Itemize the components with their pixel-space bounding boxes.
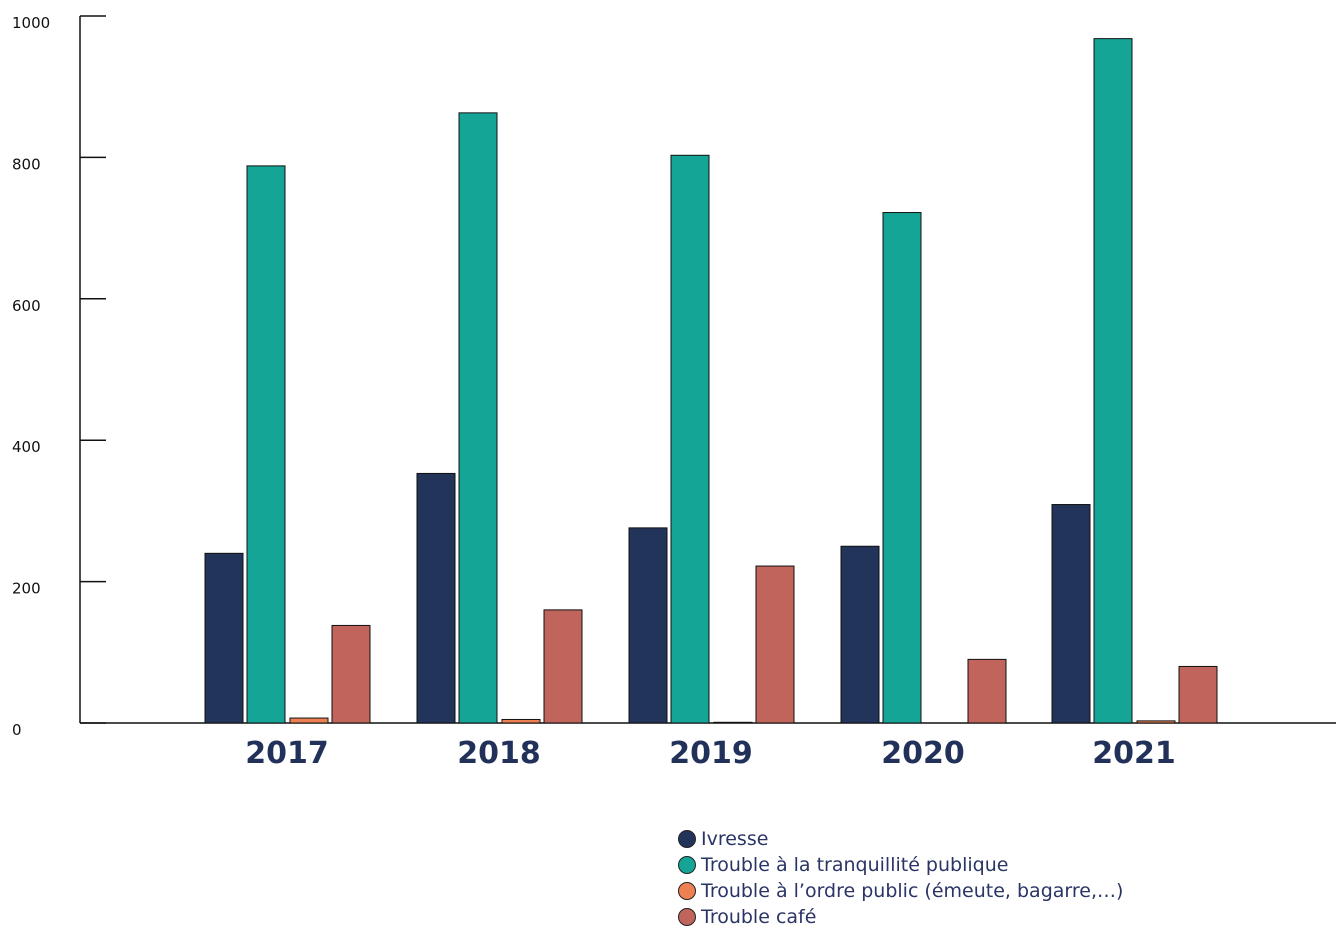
y-tick-label: 800: [12, 155, 41, 173]
legend-label: Ivresse: [701, 828, 769, 850]
legend-item: Trouble à l’ordre public (émeute, bagarr…: [678, 878, 1123, 904]
bars: [204, 38, 1218, 724]
bar-2019-series-4: [755, 565, 795, 724]
bar-2021-series-4: [1178, 665, 1218, 724]
x-category-label: 2021: [1092, 736, 1176, 771]
legend-label: Trouble à l’ordre public (émeute, bagarr…: [701, 880, 1124, 902]
category-labels: 2017 2018 2019 2020 2021: [245, 736, 1176, 771]
bar-2019-series-2: [670, 154, 710, 724]
bar-2021-series-3: [1136, 720, 1176, 724]
y-tick-label: 200: [12, 580, 41, 598]
bar-2018-series-4: [543, 609, 583, 724]
x-category-label: 2020: [881, 736, 965, 771]
legend-item: Ivresse: [678, 826, 1123, 852]
legend-label: Trouble à la tranquillité publique: [701, 854, 1009, 876]
y-tick-label: 1000: [12, 14, 50, 32]
legend-label: Trouble café: [701, 906, 817, 928]
bar-2017-series-1: [204, 552, 244, 724]
legend-swatch-icon: [678, 908, 696, 926]
bar-2021-series-1: [1051, 504, 1091, 724]
bar-2019-series-1: [628, 527, 668, 724]
bar-2020-series-4: [967, 658, 1007, 724]
bar-2018-series-2: [458, 112, 498, 724]
y-tick-label: 600: [12, 297, 41, 315]
legend-swatch-icon: [678, 882, 696, 900]
y-tick-label: 0: [12, 721, 22, 739]
x-category-label: 2017: [245, 736, 329, 771]
y-ticks: 0 200 400 600 800 1000: [12, 14, 106, 739]
bar-2021-series-2: [1093, 38, 1133, 724]
legend-swatch-icon: [678, 830, 696, 848]
legend-item: Trouble café: [678, 904, 1123, 930]
bar-2017-series-4: [331, 624, 371, 724]
legend-item: Trouble à la tranquillité publique: [678, 852, 1123, 878]
bar-2017-series-3: [289, 717, 329, 724]
bar-2019-series-3: [713, 721, 753, 724]
bar-2018-series-3: [501, 718, 541, 724]
bar-2020-series-2: [882, 212, 922, 724]
legend-swatch-icon: [678, 856, 696, 874]
x-category-label: 2019: [669, 736, 753, 771]
y-tick-label: 400: [12, 438, 41, 456]
bar-2020-series-1: [840, 545, 880, 724]
bar-2018-series-1: [416, 472, 456, 724]
x-category-label: 2018: [457, 736, 541, 771]
bar-chart: 0 200 400 600 800 1000 2017 2018 2019 2020 2021: [12, 14, 1336, 771]
legend: Ivresse Trouble à la tranquillité publiqu…: [678, 826, 1123, 930]
bar-2017-series-2: [246, 165, 286, 724]
